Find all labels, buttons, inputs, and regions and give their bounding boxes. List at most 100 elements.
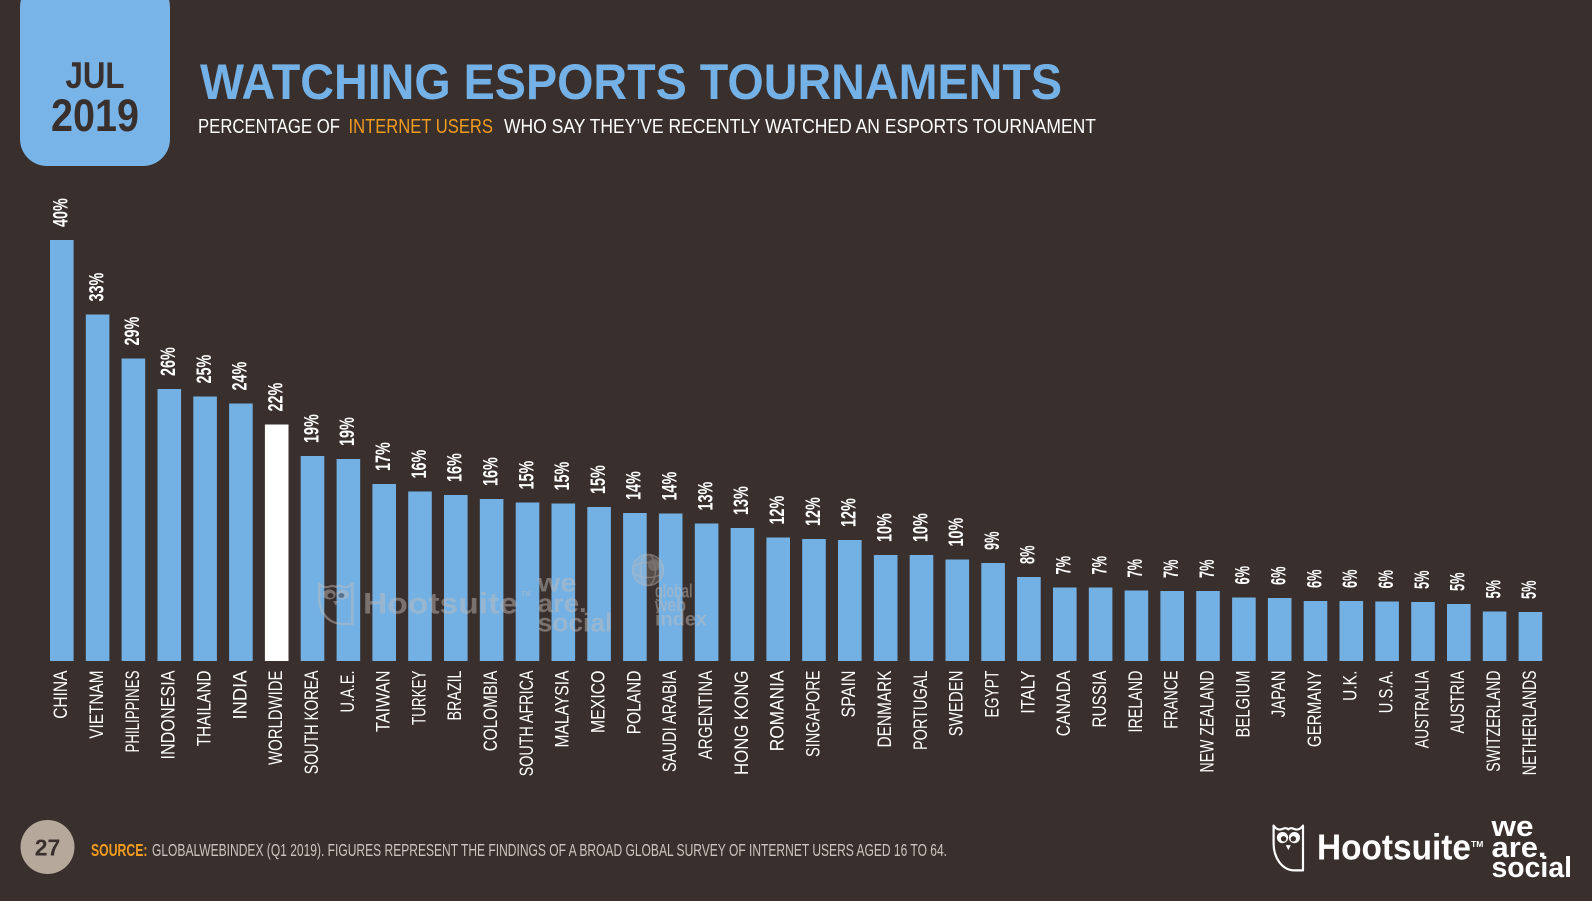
svg-text:Hootsuite: Hootsuite (363, 588, 518, 621)
svg-text:INDIA: INDIA (230, 670, 251, 719)
svg-text:40%: 40% (50, 198, 73, 227)
svg-text:12%: 12% (802, 497, 825, 526)
svg-text:9%: 9% (981, 531, 1004, 550)
svg-text:GERMANY: GERMANY (1305, 670, 1326, 747)
svg-text:2019: 2019 (51, 90, 139, 141)
svg-text:SOUTH KOREA: SOUTH KOREA (302, 670, 323, 774)
svg-text:COLOMBIA: COLOMBIA (481, 670, 502, 751)
svg-text:15%: 15% (587, 465, 610, 494)
svg-text:6%: 6% (1375, 570, 1398, 589)
svg-text:6%: 6% (1268, 566, 1291, 585)
svg-text:ITALY: ITALY (1018, 670, 1039, 714)
svg-text:are.: are. (1492, 832, 1547, 864)
svg-text:16%: 16% (479, 457, 502, 486)
svg-text:TM: TM (1471, 839, 1483, 849)
svg-text:10%: 10% (945, 517, 968, 546)
svg-text:15%: 15% (515, 460, 538, 489)
svg-text:7%: 7% (1160, 559, 1183, 578)
svg-text:MALAYSIA: MALAYSIA (553, 670, 574, 747)
svg-text:22%: 22% (265, 382, 288, 411)
svg-text:AUSTRIA: AUSTRIA (1448, 670, 1469, 733)
svg-text:INDONESIA: INDONESIA (159, 670, 180, 759)
svg-text:IRELAND: IRELAND (1126, 671, 1147, 733)
svg-text:7%: 7% (1196, 559, 1219, 578)
svg-text:EGYPT: EGYPT (983, 670, 1004, 717)
svg-text:13%: 13% (730, 486, 753, 515)
svg-text:25%: 25% (193, 354, 216, 383)
svg-text:5%: 5% (1518, 580, 1541, 599)
svg-text:19%: 19% (300, 414, 323, 443)
svg-text:7%: 7% (1124, 559, 1147, 578)
svg-text:WORLDWIDE: WORLDWIDE (266, 671, 287, 766)
svg-text:FRANCE: FRANCE (1162, 671, 1183, 729)
svg-text:29%: 29% (121, 316, 144, 345)
svg-text:JAPAN: JAPAN (1269, 671, 1290, 718)
svg-text:CANADA: CANADA (1054, 670, 1075, 736)
svg-text:web: web (654, 596, 686, 617)
svg-text:SAUDI ARABIA: SAUDI ARABIA (660, 670, 681, 772)
svg-text:JUL: JUL (66, 55, 125, 96)
svg-text:index: index (655, 610, 707, 631)
svg-text:NEW ZEALAND: NEW ZEALAND (1197, 671, 1218, 773)
svg-text:SOUTH AFRICA: SOUTH AFRICA (517, 670, 538, 776)
svg-text:6%: 6% (1303, 569, 1326, 588)
svg-text:MEXICO: MEXICO (589, 671, 610, 734)
svg-text:24%: 24% (229, 361, 252, 390)
svg-text:CHINA: CHINA (51, 670, 72, 719)
svg-text:we: we (1490, 811, 1533, 843)
svg-text:Hootsuite: Hootsuite (1317, 827, 1471, 868)
svg-text:U.A.E.: U.A.E. (338, 671, 359, 713)
svg-text:WATCHING ESPORTS TOURNAMENTS: WATCHING ESPORTS TOURNAMENTS (200, 54, 1062, 110)
svg-text:BELGIUM: BELGIUM (1233, 671, 1254, 738)
svg-text:BRAZIL: BRAZIL (445, 671, 466, 721)
svg-text:5%: 5% (1411, 570, 1434, 589)
svg-text:U.K.: U.K. (1341, 671, 1362, 702)
svg-text:HONG KONG: HONG KONG (732, 671, 753, 776)
svg-text:NETHERLANDS: NETHERLANDS (1520, 671, 1541, 776)
svg-text:TAIWAN: TAIWAN (374, 671, 395, 733)
svg-text:13%: 13% (694, 481, 717, 510)
svg-text:33%: 33% (85, 272, 108, 301)
svg-text:12%: 12% (766, 495, 789, 524)
svg-text:10%: 10% (874, 513, 897, 542)
svg-text:SOURCE:: SOURCE: (91, 840, 148, 860)
svg-text:INTERNET USERS: INTERNET USERS (349, 115, 494, 138)
svg-text:27: 27 (35, 835, 61, 861)
svg-text:16%: 16% (408, 449, 431, 478)
svg-text:TURKEY: TURKEY (409, 670, 430, 725)
svg-text:ROMANIA: ROMANIA (768, 670, 789, 751)
svg-text:POLAND: POLAND (624, 671, 645, 735)
svg-text:VIETNAM: VIETNAM (87, 671, 108, 739)
svg-text:we: we (537, 568, 577, 598)
svg-text:RUSSIA: RUSSIA (1090, 670, 1111, 727)
svg-text:SWITZERLAND: SWITZERLAND (1484, 671, 1505, 772)
svg-text:global: global (655, 582, 693, 603)
svg-text:SPAIN: SPAIN (839, 671, 860, 718)
svg-text:10%: 10% (909, 513, 932, 542)
svg-text:PORTUGAL: PORTUGAL (911, 671, 932, 751)
svg-text:AUSTRALIA: AUSTRALIA (1412, 670, 1433, 748)
svg-text:6%: 6% (1339, 569, 1362, 588)
svg-text:14%: 14% (623, 471, 646, 500)
svg-text:8%: 8% (1017, 545, 1040, 564)
svg-text:7%: 7% (1053, 556, 1076, 575)
svg-text:SINGAPORE: SINGAPORE (803, 671, 824, 758)
svg-text:social: social (1492, 852, 1573, 884)
svg-text:ARGENTINA: ARGENTINA (696, 670, 717, 759)
svg-text:5%: 5% (1447, 572, 1470, 591)
svg-text:SWEDEN: SWEDEN (947, 671, 968, 737)
svg-text:17%: 17% (372, 442, 395, 471)
svg-text:7%: 7% (1088, 556, 1111, 575)
svg-text:are.: are. (538, 588, 587, 618)
svg-text:15%: 15% (551, 461, 574, 490)
svg-text:GLOBALWEBINDEX (Q1 2019). FIGU: GLOBALWEBINDEX (Q1 2019). FIGURES REPRES… (152, 840, 947, 860)
svg-text:19%: 19% (336, 417, 359, 446)
svg-text:PHILIPPINES: PHILIPPINES (123, 671, 144, 753)
svg-text:16%: 16% (444, 453, 467, 482)
svg-text:12%: 12% (838, 498, 861, 527)
svg-text:TM: TM (521, 591, 531, 598)
svg-text:social: social (538, 608, 613, 638)
svg-text:WHO SAY THEY’VE RECENTLY WATCH: WHO SAY THEY’VE RECENTLY WATCHED AN ESPO… (504, 115, 1096, 138)
svg-text:6%: 6% (1232, 566, 1255, 585)
svg-text:U.S.A.: U.S.A. (1377, 671, 1398, 714)
